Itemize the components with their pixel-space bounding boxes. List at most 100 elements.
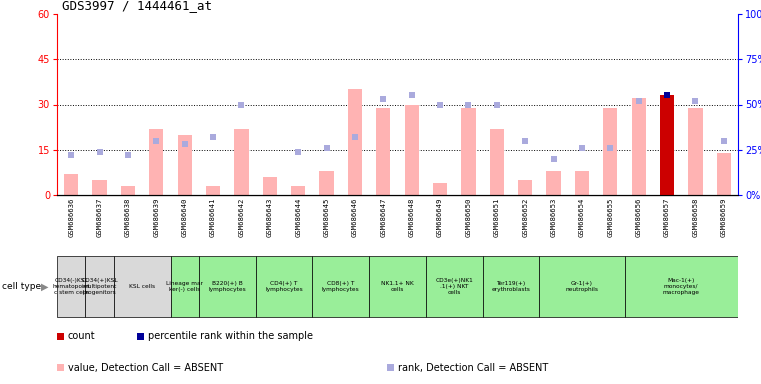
Text: GSM686637: GSM686637: [97, 198, 103, 237]
Text: GSM686648: GSM686648: [409, 198, 415, 237]
Bar: [632, 98, 646, 195]
Bar: [482, 256, 540, 317]
Point: [718, 137, 730, 144]
Bar: [625, 256, 738, 317]
Point: [604, 145, 616, 151]
Bar: [369, 256, 426, 317]
Point: [463, 101, 475, 108]
Bar: [291, 186, 305, 195]
Text: Ter119(+)
erythroblasts: Ter119(+) erythroblasts: [492, 281, 530, 292]
Point: [207, 134, 219, 140]
Text: GSM686649: GSM686649: [437, 198, 443, 237]
Bar: [256, 256, 312, 317]
Text: Gr-1(+)
neutrophils: Gr-1(+) neutrophils: [565, 281, 598, 292]
Text: Lineage mar
ker(-) cells: Lineage mar ker(-) cells: [166, 281, 203, 292]
Text: GSM686639: GSM686639: [153, 198, 159, 237]
Text: rank, Detection Call = ABSENT: rank, Detection Call = ABSENT: [398, 362, 548, 372]
Text: GSM686636: GSM686636: [68, 198, 74, 237]
Text: GSM686657: GSM686657: [664, 198, 670, 237]
Point: [122, 152, 134, 158]
Bar: [177, 135, 192, 195]
Text: GSM686647: GSM686647: [380, 198, 387, 237]
Bar: [121, 186, 135, 195]
Point: [179, 141, 191, 147]
Bar: [546, 171, 561, 195]
Bar: [57, 333, 64, 340]
Point: [292, 149, 304, 155]
Point: [632, 98, 645, 104]
Text: GSM686644: GSM686644: [295, 198, 301, 237]
Bar: [603, 108, 617, 195]
Bar: [149, 129, 164, 195]
Bar: [57, 256, 85, 317]
Bar: [405, 104, 419, 195]
Text: GSM686659: GSM686659: [721, 198, 727, 237]
Bar: [540, 256, 625, 317]
Bar: [93, 180, 107, 195]
Point: [406, 93, 418, 99]
Text: GSM686640: GSM686640: [182, 198, 188, 237]
Text: GSM686651: GSM686651: [494, 198, 500, 237]
Bar: [433, 183, 447, 195]
Bar: [320, 171, 333, 195]
Bar: [170, 256, 199, 317]
Text: CD3e(+)NK1
.1(+) NKT
cells: CD3e(+)NK1 .1(+) NKT cells: [435, 278, 473, 295]
Bar: [461, 108, 476, 195]
Text: GSM686653: GSM686653: [550, 198, 556, 237]
Point: [519, 137, 531, 144]
Bar: [199, 256, 256, 317]
Text: NK1.1+ NK
cells: NK1.1+ NK cells: [381, 281, 414, 292]
Text: ▶: ▶: [41, 281, 49, 291]
Point: [349, 134, 361, 140]
Point: [547, 156, 559, 162]
Bar: [689, 108, 702, 195]
Bar: [348, 89, 362, 195]
Bar: [206, 186, 220, 195]
Text: cell type: cell type: [2, 282, 41, 291]
Bar: [387, 364, 394, 371]
Bar: [234, 129, 249, 195]
Text: GSM686658: GSM686658: [693, 198, 699, 237]
Point: [94, 149, 106, 155]
Text: GSM686656: GSM686656: [635, 198, 642, 237]
Text: GSM686654: GSM686654: [579, 198, 585, 237]
Point: [434, 101, 446, 108]
Point: [320, 145, 333, 151]
Text: GSM686655: GSM686655: [607, 198, 613, 237]
Text: GSM686652: GSM686652: [522, 198, 528, 237]
Text: GSM686642: GSM686642: [238, 198, 244, 237]
Text: GDS3997 / 1444461_at: GDS3997 / 1444461_at: [62, 0, 212, 12]
Text: CD4(+) T
lymphocytes: CD4(+) T lymphocytes: [265, 281, 303, 292]
Bar: [490, 129, 504, 195]
Bar: [426, 256, 482, 317]
Point: [65, 152, 78, 158]
Bar: [518, 180, 532, 195]
Bar: [312, 256, 369, 317]
Bar: [137, 333, 144, 340]
Text: CD8(+) T
lymphocytes: CD8(+) T lymphocytes: [322, 281, 360, 292]
Text: GSM686641: GSM686641: [210, 198, 216, 237]
Point: [377, 96, 390, 102]
Text: count: count: [68, 331, 96, 341]
Bar: [376, 108, 390, 195]
Bar: [717, 153, 731, 195]
Text: GSM686646: GSM686646: [352, 198, 358, 237]
Point: [689, 98, 702, 104]
Text: GSM686643: GSM686643: [267, 198, 272, 237]
Text: KSL cells: KSL cells: [129, 284, 155, 289]
Text: CD34(+)KSL
multipotent
progenitors: CD34(+)KSL multipotent progenitors: [81, 278, 118, 295]
Bar: [64, 174, 78, 195]
Bar: [263, 177, 277, 195]
Point: [661, 93, 673, 99]
Text: value, Detection Call = ABSENT: value, Detection Call = ABSENT: [68, 362, 223, 372]
Text: percentile rank within the sample: percentile rank within the sample: [148, 331, 313, 341]
Text: Mac-1(+)
monocytes/
macrophage: Mac-1(+) monocytes/ macrophage: [663, 278, 700, 295]
Text: CD34(-)KSL
hematopoiet
c stem cells: CD34(-)KSL hematopoiet c stem cells: [53, 278, 90, 295]
Bar: [57, 364, 64, 371]
Bar: [113, 256, 170, 317]
Text: GSM686638: GSM686638: [125, 198, 131, 237]
Text: GSM686645: GSM686645: [323, 198, 330, 237]
Bar: [85, 256, 113, 317]
Point: [235, 101, 247, 108]
Point: [576, 145, 588, 151]
